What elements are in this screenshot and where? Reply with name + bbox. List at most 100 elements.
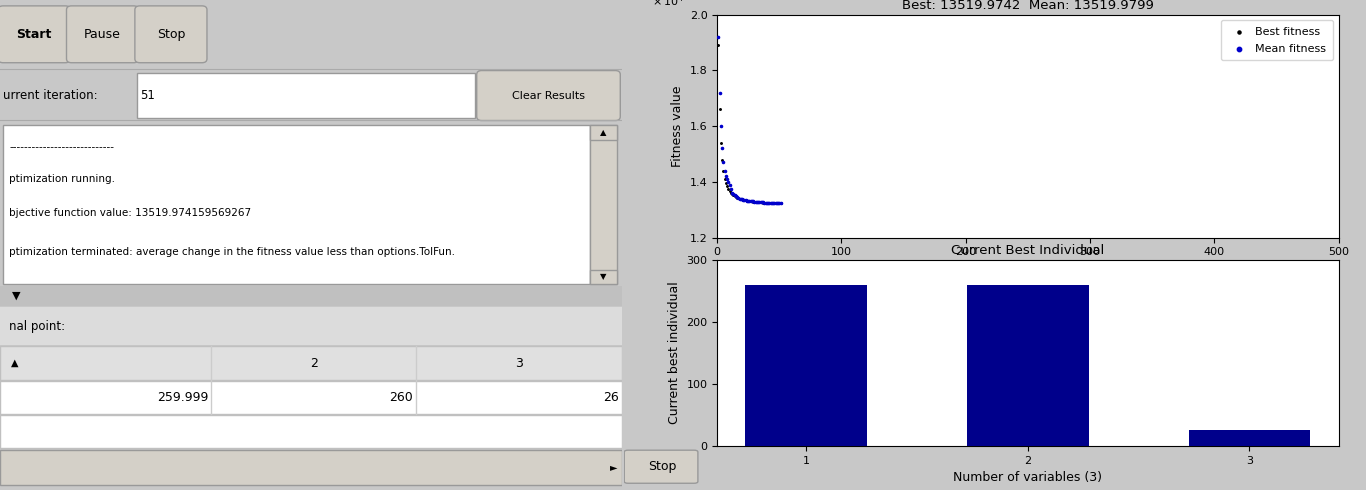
Best fitness [764,199,785,207]
Best fitness [713,175,735,183]
Bar [967,285,1089,446]
Mean fitness [754,198,776,206]
FancyBboxPatch shape [477,71,620,121]
FancyBboxPatch shape [0,6,70,63]
Best fitness [759,199,781,207]
Best fitness [758,199,780,207]
Text: ▲: ▲ [11,358,19,368]
Best fitness [731,196,753,203]
Mean fitness [735,196,757,204]
Title: Current Best Individual: Current Best Individual [951,244,1105,257]
Mean fitness [712,145,734,152]
Text: ▼: ▼ [12,291,20,301]
Best fitness [769,199,791,207]
Mean fitness [717,178,739,186]
Best fitness [710,139,732,147]
Best fitness [754,198,776,206]
Mean fitness [746,198,768,206]
Mean fitness [755,198,777,206]
Text: 3: 3 [515,357,523,369]
Best fitness [708,42,729,49]
Mean fitness [751,198,773,206]
Mean fitness [750,198,772,206]
Best fitness [747,198,769,206]
Bar [0,346,622,380]
Text: ptimization running.: ptimization running. [10,174,115,184]
Mean fitness [709,89,731,97]
Mean fitness [743,198,765,206]
FancyBboxPatch shape [135,6,208,63]
Best fitness [720,189,742,196]
Mean fitness [769,199,791,207]
Bar [3,125,590,284]
Mean fitness [739,197,761,205]
Mean fitness [713,167,735,175]
Best fitness [765,199,787,207]
X-axis label: Generation: Generation [993,263,1063,276]
Best fitness [755,198,777,206]
Mean fitness [764,199,785,207]
Mean fitness [740,197,762,205]
Mean fitness [727,194,749,202]
Mean fitness [738,197,759,205]
Mean fitness [734,196,755,204]
Mean fitness [708,33,729,41]
Best fitness [739,197,761,205]
Y-axis label: Fitness value: Fitness value [671,85,684,167]
Bar [137,74,475,118]
Bar [1188,430,1310,446]
Mean fitness [713,158,735,166]
Best fitness [717,185,739,193]
Best fitness [712,156,734,164]
Best fitness [740,197,762,205]
Bar [0,415,622,448]
Best fitness [757,198,779,206]
Best fitness [740,197,762,205]
Text: 51: 51 [139,89,154,102]
Mean fitness [723,191,744,198]
Best fitness [768,199,790,207]
Text: ▼: ▼ [600,272,607,281]
Bar [590,125,616,284]
Best fitness [723,191,744,198]
Mean fitness [721,189,743,197]
Mean fitness [765,199,787,207]
Y-axis label: Current best individual: Current best individual [668,281,680,424]
FancyBboxPatch shape [624,450,698,483]
Best fitness [751,198,773,206]
Bar [0,307,622,345]
Text: ►: ► [609,463,617,472]
Mean fitness [754,198,776,206]
Mean fitness [747,198,769,206]
Best fitness [754,198,776,206]
Best fitness [768,199,790,207]
Mean fitness [761,199,783,207]
Mean fitness [736,196,758,204]
X-axis label: Number of variables (3): Number of variables (3) [953,471,1102,484]
Mean fitness [757,198,779,206]
Best fitness [761,199,783,207]
Bar [0,450,622,485]
Text: Clear Results: Clear Results [512,91,585,100]
Best fitness [729,196,751,203]
Bar [590,270,616,284]
Mean fitness [714,172,736,180]
Best fitness [746,198,768,206]
Best fitness [716,182,738,190]
Text: ----------------------------: ---------------------------- [10,142,115,152]
Mean fitness [753,198,775,206]
Text: 259.999: 259.999 [157,391,208,404]
Mean fitness [740,197,762,205]
Mean fitness [762,199,784,207]
Mean fitness [724,192,746,199]
Bar [590,125,616,140]
Best fitness [727,194,749,201]
Best fitness [725,193,747,200]
Best fitness [709,105,731,113]
Best fitness [753,198,775,206]
Mean fitness [727,194,749,201]
Best fitness [728,195,750,202]
Mean fitness [766,199,788,207]
Best fitness [743,198,765,206]
Bar [746,285,867,446]
